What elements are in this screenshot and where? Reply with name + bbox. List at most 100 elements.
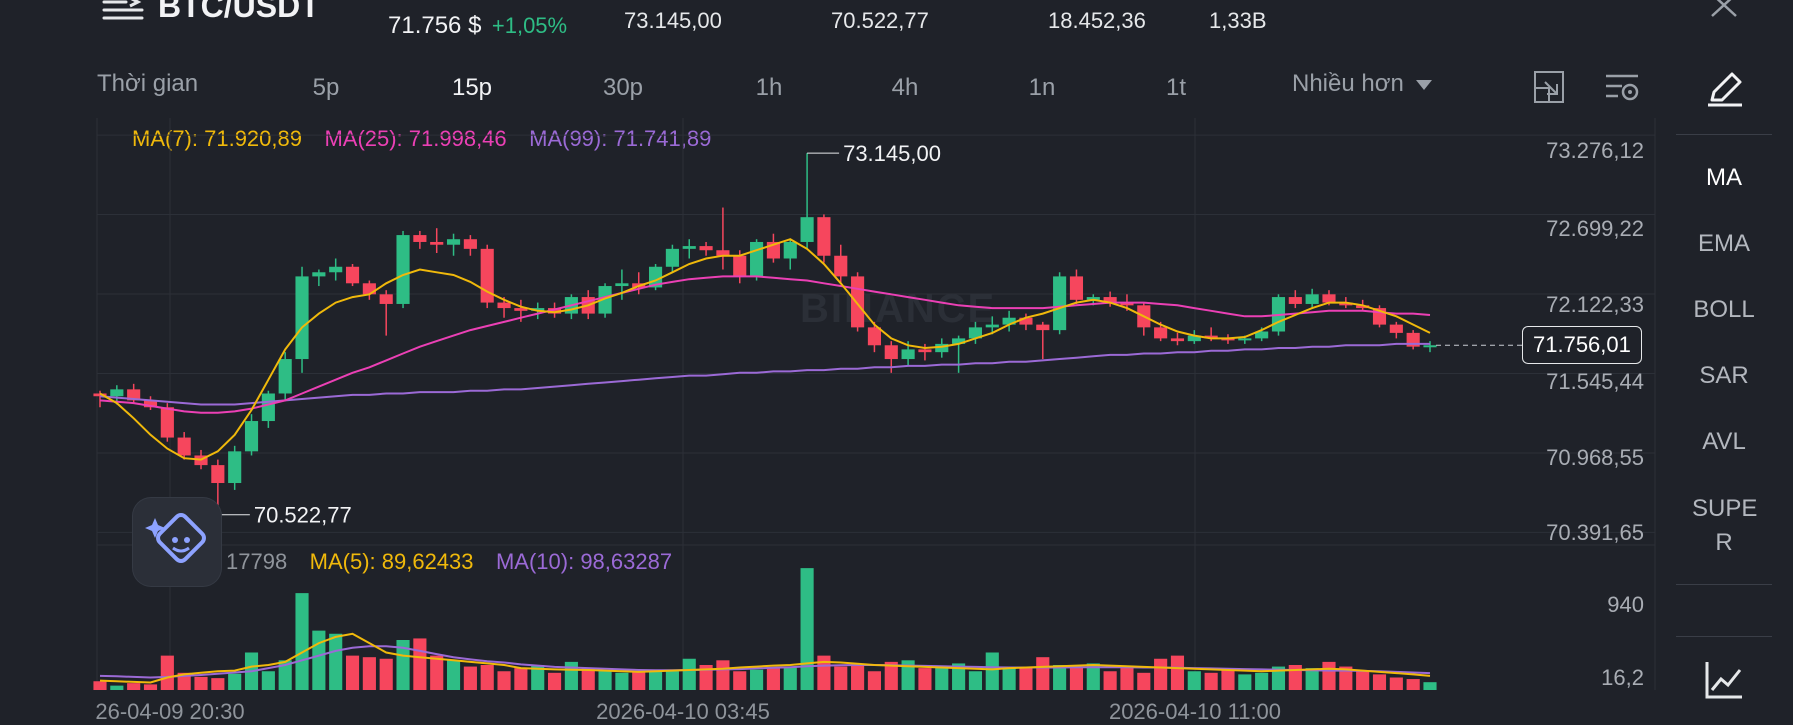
volume-bar [413,638,427,690]
side-divider-low [1676,636,1772,637]
volume-bar [1170,655,1185,690]
volume-bar [1086,663,1100,690]
volume-legend: 17798 MA(5): 89,62433 MA(10): 98,63287 [226,549,690,575]
volume-btc: 18.452,36 [1048,8,1146,33]
timeframe-label: Thời gian [97,70,199,97]
low-price-label: 70.522,77 [254,503,352,528]
indicator-super[interactable]: SUPE R [1692,495,1758,556]
volume-bar [295,593,309,690]
candle-body [1170,338,1185,342]
volume-bar [379,658,393,690]
candle-body [295,276,309,360]
volume-bar [1238,674,1252,690]
candle-body [93,393,107,397]
candle-body [1271,297,1286,332]
volume-bar [1002,666,1016,690]
candle-body [1069,276,1084,300]
volume-bar [547,672,562,690]
volume-bar [1389,677,1403,690]
candle-body [968,327,983,339]
indicator-boll[interactable]: BOLL [1693,296,1755,323]
volume-bar [396,640,410,690]
candle-body [211,465,225,484]
tab-4h[interactable]: 4h [891,74,919,101]
volume-bar [1305,668,1319,690]
draw-pencil-icon[interactable] [1706,70,1744,108]
price-change: +1,05% [491,13,568,38]
indicator-ma[interactable]: MA [1706,164,1742,191]
candle-body [867,327,881,346]
volume-tick-0: 940 [1607,592,1644,617]
candle-body [110,389,124,397]
candle-body [581,297,595,314]
volume-bar [211,678,225,690]
fullscreen-icon[interactable] [1533,70,1565,104]
candle-body [177,437,191,456]
candle-body [766,241,780,259]
candle-body [952,338,966,344]
candle-body [817,217,831,256]
candle-body [1221,338,1235,341]
tab-30p[interactable]: 30p [602,74,644,101]
ai-assistant-button[interactable] [133,498,221,586]
candle-body [1322,294,1336,303]
candle-body [531,308,545,311]
candle-body [1423,345,1437,348]
volume-bar [160,655,174,690]
candle-body [480,248,494,303]
candle-body [1053,276,1067,331]
volume-bar [244,652,259,690]
volume-bar [682,658,696,690]
volume-bar [194,676,208,690]
volume-bar [1019,668,1033,690]
current-price-marker[interactable]: 71.756,01 [1522,326,1642,365]
volume-bar [1187,671,1201,690]
line-chart-icon[interactable] [1704,660,1744,700]
volume-bar [177,672,191,690]
caret-down-icon [1416,79,1433,90]
candle-body [497,302,511,309]
candle-body [783,241,797,259]
indicator-ema[interactable]: EMA [1697,230,1750,257]
volume-bar [329,633,343,690]
tab-15p[interactable]: 15p [451,74,493,101]
candle-body [514,308,528,311]
chart-settings-icon[interactable] [1604,72,1640,104]
volume-bar [1271,666,1286,690]
candle-body [194,455,208,466]
candle-body [1406,332,1420,347]
close-icon[interactable] [1708,0,1740,20]
volume-bar [884,661,898,690]
ma-legend: MA(7): 71.920,89 MA(25): 71.998,46 MA(99… [132,126,729,152]
candle-body [379,294,393,304]
price-tick-1: 72.699,22 [1546,216,1644,241]
tab-1t[interactable]: 1t [1165,74,1187,101]
pair-title[interactable]: BTC/USDT [158,0,320,24]
volume-bar [615,672,629,690]
indicator-avl[interactable]: AVL [1702,428,1746,455]
price-tick-0: 73.276,12 [1546,138,1644,163]
tab-1n[interactable]: 1n [1028,74,1056,101]
candle-body [1002,317,1016,325]
menu-icon[interactable] [102,0,144,22]
candle-body [312,272,326,277]
price-tick-4: 70.968,55 [1546,445,1644,470]
tab-5p[interactable]: 5p [312,74,340,101]
candle-body [143,400,158,408]
candle-body [1154,327,1168,339]
indicator-sar[interactable]: SAR [1699,362,1749,389]
candle-body [396,235,410,304]
volume-bar [110,685,124,690]
candle-body [547,308,562,314]
volume-bar [228,673,242,690]
more-timeframes-dropdown[interactable]: Nhiều hơn [1292,70,1433,98]
candle-body [1372,308,1387,325]
volume-bar [362,657,376,690]
candle-body [1103,297,1117,303]
candle-body [463,239,477,249]
low-24h: 70.522,77 [831,8,929,33]
tab-1h[interactable]: 1h [755,74,783,101]
candle-body [362,283,376,295]
price-tick-5: 70.391,65 [1546,520,1644,545]
candle-body [598,286,612,314]
